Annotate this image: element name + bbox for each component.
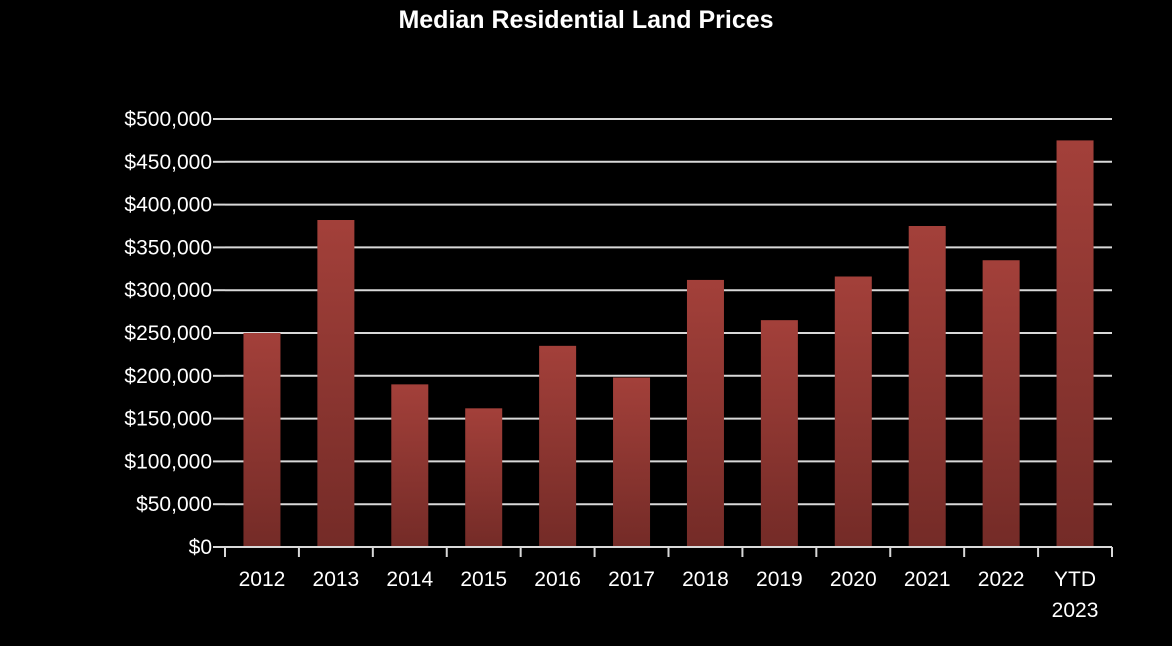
y-tick-label: $100,000 <box>124 450 212 473</box>
x-tick-label: 2017 <box>608 568 655 591</box>
bars <box>243 140 1094 547</box>
y-tick-label: $500,000 <box>124 108 212 131</box>
x-tick-label: 2019 <box>756 568 803 591</box>
y-tick-label: $200,000 <box>124 365 212 388</box>
x-tick-label: 2020 <box>830 568 877 591</box>
y-tick-label: $250,000 <box>124 322 212 345</box>
y-tick-label: $0 <box>189 536 212 559</box>
x-tick-label: 2015 <box>460 568 507 591</box>
bar-2022 <box>982 260 1020 547</box>
y-tick-label: $300,000 <box>124 279 212 302</box>
bar-ytd-2023 <box>1056 140 1094 547</box>
x-tick-label: 2018 <box>682 568 729 591</box>
bar-2012 <box>243 333 281 547</box>
bar-2019 <box>760 320 798 547</box>
bar-2017 <box>613 377 651 547</box>
bar-2021 <box>908 226 946 547</box>
y-tick-label: $50,000 <box>136 493 212 516</box>
y-tick-label: $400,000 <box>124 194 212 217</box>
gridlines <box>213 118 1112 548</box>
x-tick-label: 2016 <box>534 568 581 591</box>
x-axis-tick-labels: 2012 2013 2014 2015 2016 2017 2018 2019 2020 2021… <box>239 568 1099 622</box>
chart-title: Median Residential Land Prices <box>398 6 774 34</box>
bar-2013 <box>317 220 355 547</box>
x-tick-label: YTD 2023 <box>1052 568 1099 622</box>
x-tick-label: 2013 <box>313 568 360 591</box>
x-tick-label: 2021 <box>904 568 951 591</box>
bar-2016 <box>539 345 577 547</box>
y-tick-label: $350,000 <box>124 236 212 259</box>
y-tick-label: $450,000 <box>124 151 212 174</box>
bar-2020 <box>834 276 872 547</box>
bar-2018 <box>686 279 724 547</box>
x-tick-label: 2022 <box>978 568 1025 591</box>
x-tick-label: 2012 <box>239 568 286 591</box>
x-axis <box>213 546 1113 557</box>
y-axis-tick-labels: $0 $50,000 $100,000 $150,000 $200,000 $250,00… <box>124 108 212 559</box>
x-tick-label: 2014 <box>386 568 433 591</box>
bar-2014 <box>391 384 429 547</box>
y-tick-label: $150,000 <box>124 408 212 431</box>
bar-2015 <box>465 408 503 547</box>
